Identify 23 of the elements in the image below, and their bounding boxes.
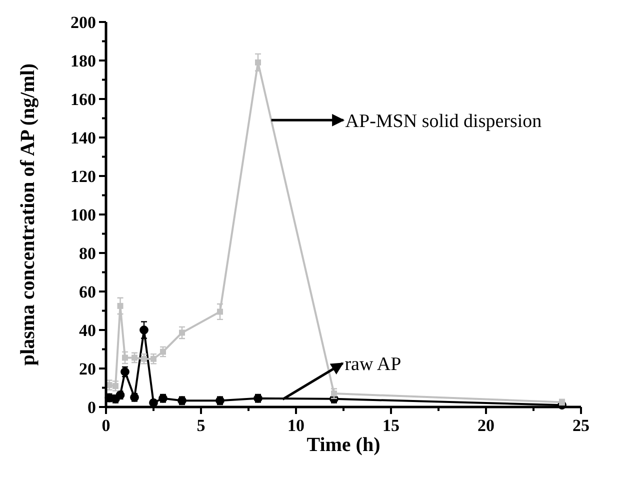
x-tick-label: 20 xyxy=(478,416,494,435)
x-tick-label: 10 xyxy=(288,416,304,435)
point xyxy=(117,302,124,309)
y-tick-label: 20 xyxy=(79,359,96,378)
y-tick-label: 60 xyxy=(79,282,96,302)
x-tick-label: 5 xyxy=(196,416,206,435)
x-tick-label: 15 xyxy=(382,416,400,435)
y-tick-label: 160 xyxy=(70,90,96,109)
point xyxy=(140,326,148,334)
y-tick-label: 40 xyxy=(79,320,96,340)
y-tick-label: 0 xyxy=(88,398,96,417)
y-tick-label: 120 xyxy=(70,166,96,186)
annotation: AP-MSN solid dispersion xyxy=(345,110,542,132)
y-tick-label: 140 xyxy=(70,128,96,148)
y-tick-label: 180 xyxy=(70,51,96,70)
y-tick-label: 200 xyxy=(70,12,96,32)
x-tick-label: 25 xyxy=(572,416,590,435)
x-tick-label: 0 xyxy=(102,416,110,435)
annotation: raw AP xyxy=(344,354,402,375)
y-tick-label: 80 xyxy=(79,244,96,263)
x-axis-title: Time (h) xyxy=(306,434,380,456)
y-axis-title: plasma concentration of AP (ng/ml) xyxy=(17,63,39,366)
y-tick-label: 100 xyxy=(70,205,96,224)
